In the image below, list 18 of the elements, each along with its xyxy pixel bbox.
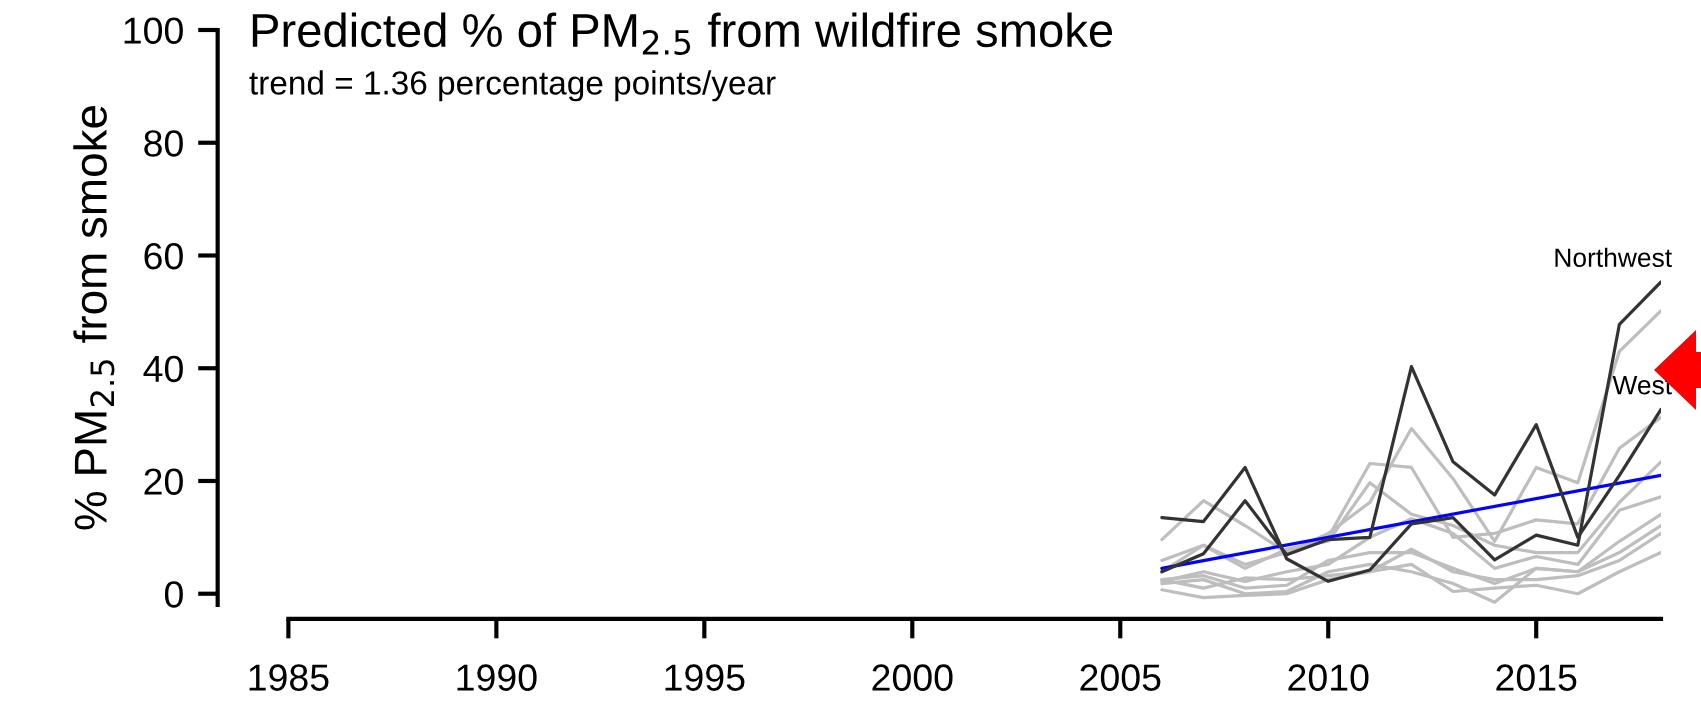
- y-tick-label: 100: [124, 17, 183, 44]
- y-tick-label: 40: [143, 355, 183, 383]
- x-tick-label: 2015: [1496, 664, 1577, 691]
- y-tick-label: 80: [144, 130, 183, 157]
- series-label: West: [1612, 376, 1672, 395]
- x-tick-label: 1995: [665, 664, 745, 691]
- chart-title: Predicted % of PM$_{2.5}$ from wildfire smoke: [252, 12, 1113, 55]
- y-tick-label: 0: [164, 581, 183, 608]
- series-label: Northwest: [1555, 247, 1672, 268]
- y-axis-title: % PM$_{2.5}$ from smoke: [73, 106, 115, 530]
- x-tick-label: 2005: [1080, 664, 1161, 691]
- y-tick-label: 20: [144, 468, 183, 495]
- text: trend = 1.36 percentage points/year: [249, 70, 776, 102]
- x-tick-label: 2000: [872, 664, 953, 691]
- x-tick-label: 2010: [1288, 664, 1369, 691]
- y-tick-label: 60: [144, 242, 183, 270]
- x-tick-label: 1985: [249, 664, 329, 691]
- x-tick-label: 1990: [457, 664, 537, 691]
